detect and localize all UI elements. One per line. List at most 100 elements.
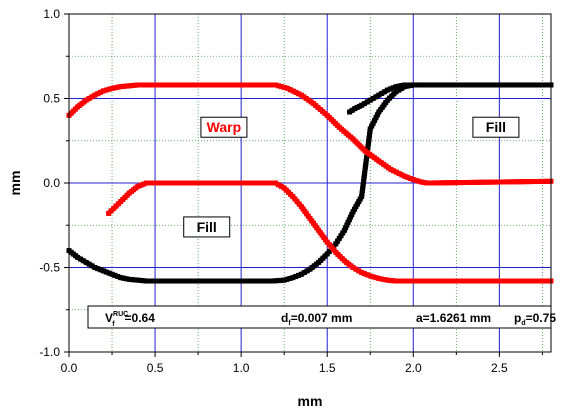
data-point: [416, 82, 422, 88]
data-point: [95, 91, 101, 97]
data-point: [461, 278, 467, 284]
data-point: [353, 204, 359, 210]
data-point: [521, 278, 527, 284]
data-point: [545, 178, 551, 184]
data-point: [292, 196, 298, 202]
data-point: [473, 179, 479, 185]
data-point: [410, 278, 416, 284]
data-point: [329, 244, 335, 250]
data-point: [225, 180, 231, 186]
data-point: [464, 179, 470, 185]
data-point: [521, 179, 527, 185]
data-point: [201, 180, 207, 186]
info-a: a=1.6261 mm: [416, 311, 491, 325]
data-point: [340, 230, 346, 236]
data-point: [437, 180, 443, 186]
data-point: [216, 180, 222, 186]
data-point: [304, 268, 310, 274]
data-point: [396, 171, 402, 177]
data-point: [428, 278, 433, 284]
x-tick-label: 1.0: [233, 361, 250, 375]
data-point: [215, 278, 221, 284]
data-point: [267, 82, 273, 88]
data-point: [542, 178, 548, 184]
data-point: [213, 180, 219, 186]
data-point: [476, 82, 482, 88]
data-point: [402, 173, 408, 179]
data-point: [464, 82, 470, 88]
data-point: [440, 278, 446, 284]
annotation-box: [200, 116, 248, 138]
data-point: [75, 254, 81, 260]
data-point: [189, 82, 195, 88]
data-point: [252, 82, 258, 88]
data-point: [249, 82, 255, 88]
data-point: [158, 180, 164, 186]
data-point: [467, 82, 473, 88]
data-point: [503, 179, 509, 185]
data-point: [359, 270, 365, 276]
data-point: [179, 82, 185, 88]
data-point: [213, 82, 219, 88]
data-point: [344, 222, 350, 228]
data-point: [176, 278, 182, 284]
data-point: [416, 178, 422, 184]
y-tick-label: 1.0: [43, 7, 60, 21]
data-point: [138, 82, 144, 88]
data-point: [98, 89, 104, 95]
data-point: [536, 82, 542, 88]
tick-labels: 0.0 0.5 1.0 1.5 2.0 2.5 -1.0 -0.5 0.0 0.5 1.0: [39, 7, 508, 375]
data-point: [416, 278, 422, 284]
data-point: [338, 233, 344, 239]
data-point: [434, 82, 440, 88]
data-point: [470, 82, 476, 88]
data-point: [194, 278, 200, 284]
data-point: [123, 83, 129, 89]
data-point: [254, 278, 260, 284]
data-point: [255, 180, 261, 186]
series-warp: [66, 82, 554, 186]
data-point: [112, 272, 118, 278]
data-point: [424, 180, 430, 186]
data-point: [284, 276, 290, 282]
data-point: [155, 82, 161, 88]
data-point: [188, 278, 194, 284]
data-point: [275, 278, 281, 284]
data-point: [135, 82, 141, 88]
data-point: [86, 96, 92, 101]
data-point: [539, 178, 545, 184]
data-point: [370, 96, 376, 101]
data-point: [467, 179, 473, 185]
data-point: [278, 277, 284, 283]
data-point: [533, 82, 539, 88]
data-point: [443, 278, 449, 284]
data-point: [455, 180, 461, 186]
data-point: [200, 278, 206, 284]
data-point: [437, 278, 443, 284]
data-point: [449, 82, 455, 88]
annotation-box: [183, 216, 231, 238]
data-point: [290, 194, 296, 200]
data-point: [224, 278, 230, 284]
data-point: [443, 180, 449, 186]
data-point: [176, 82, 182, 88]
data-point: [267, 180, 273, 186]
data-point: [455, 82, 461, 88]
data-point: [269, 278, 275, 284]
data-point: [437, 82, 443, 88]
data-point: [488, 82, 494, 88]
data-point: [407, 278, 413, 284]
data-point: [362, 170, 368, 176]
data-point: [500, 278, 506, 284]
data-point: [285, 85, 291, 91]
data-point: [222, 180, 228, 186]
data-point: [431, 180, 437, 186]
data-point: [422, 278, 428, 284]
data-point: [365, 141, 371, 147]
data-point: [476, 278, 482, 284]
data-point: [482, 179, 488, 185]
data-point: [149, 82, 155, 88]
data-point: [362, 167, 368, 173]
data-point: [89, 94, 95, 100]
data-point: [356, 268, 362, 274]
